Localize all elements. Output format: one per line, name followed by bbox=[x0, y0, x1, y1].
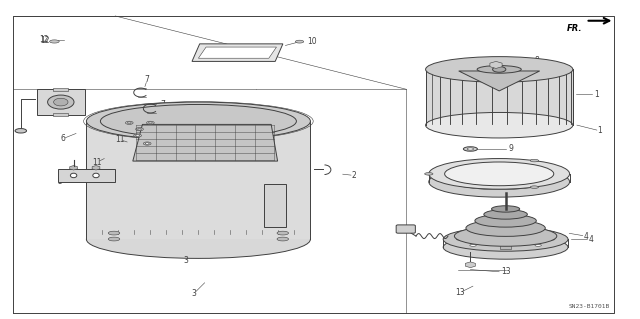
Ellipse shape bbox=[86, 220, 310, 258]
FancyBboxPatch shape bbox=[58, 169, 115, 182]
Ellipse shape bbox=[475, 214, 536, 227]
Ellipse shape bbox=[86, 102, 310, 140]
Text: 8: 8 bbox=[534, 56, 539, 65]
Ellipse shape bbox=[470, 232, 476, 234]
Text: 6: 6 bbox=[60, 134, 65, 143]
Ellipse shape bbox=[470, 244, 476, 246]
Ellipse shape bbox=[136, 135, 140, 137]
Ellipse shape bbox=[277, 231, 289, 235]
Text: FR.: FR. bbox=[567, 24, 582, 33]
Ellipse shape bbox=[502, 247, 509, 249]
FancyBboxPatch shape bbox=[531, 234, 542, 238]
Ellipse shape bbox=[47, 95, 74, 109]
Text: 3: 3 bbox=[183, 256, 188, 265]
Ellipse shape bbox=[295, 40, 304, 43]
Ellipse shape bbox=[125, 121, 133, 124]
Bar bbox=[426, 70, 573, 125]
Text: 12: 12 bbox=[39, 35, 48, 44]
Ellipse shape bbox=[54, 98, 68, 106]
Ellipse shape bbox=[444, 227, 568, 251]
Ellipse shape bbox=[277, 237, 289, 241]
Ellipse shape bbox=[143, 142, 151, 145]
Ellipse shape bbox=[108, 237, 120, 241]
Ellipse shape bbox=[466, 220, 545, 236]
Ellipse shape bbox=[463, 147, 477, 151]
Ellipse shape bbox=[456, 238, 463, 240]
Ellipse shape bbox=[426, 113, 573, 138]
Bar bbox=[37, 89, 85, 115]
FancyBboxPatch shape bbox=[500, 245, 511, 249]
Ellipse shape bbox=[429, 167, 570, 197]
Text: SN23-B1701B: SN23-B1701B bbox=[568, 304, 609, 309]
Bar bbox=[53, 113, 68, 116]
Text: 1: 1 bbox=[597, 126, 602, 135]
Ellipse shape bbox=[148, 122, 152, 124]
Ellipse shape bbox=[492, 206, 520, 212]
Ellipse shape bbox=[50, 40, 60, 43]
Bar bbox=[53, 88, 68, 91]
Ellipse shape bbox=[147, 121, 154, 124]
Text: 4: 4 bbox=[589, 235, 594, 244]
Ellipse shape bbox=[467, 148, 474, 150]
Ellipse shape bbox=[531, 186, 539, 189]
Ellipse shape bbox=[535, 244, 541, 246]
Text: 13: 13 bbox=[454, 288, 465, 297]
FancyBboxPatch shape bbox=[469, 234, 481, 238]
Polygon shape bbox=[459, 71, 540, 91]
Text: 3: 3 bbox=[191, 289, 196, 298]
Text: 2: 2 bbox=[351, 171, 356, 180]
Ellipse shape bbox=[93, 173, 99, 178]
Polygon shape bbox=[198, 47, 276, 58]
Ellipse shape bbox=[426, 56, 573, 82]
Ellipse shape bbox=[484, 210, 527, 219]
Text: 7: 7 bbox=[145, 75, 150, 84]
Ellipse shape bbox=[15, 129, 27, 133]
Text: 9: 9 bbox=[509, 145, 514, 153]
FancyBboxPatch shape bbox=[264, 184, 286, 227]
Ellipse shape bbox=[70, 173, 77, 178]
Ellipse shape bbox=[136, 128, 143, 131]
Polygon shape bbox=[133, 124, 278, 161]
Ellipse shape bbox=[100, 104, 296, 138]
Text: 4: 4 bbox=[583, 232, 588, 241]
FancyBboxPatch shape bbox=[396, 225, 415, 233]
Text: 7: 7 bbox=[161, 100, 166, 109]
Ellipse shape bbox=[454, 226, 557, 246]
Text: 10: 10 bbox=[307, 37, 317, 46]
Polygon shape bbox=[192, 44, 283, 62]
Ellipse shape bbox=[531, 159, 539, 162]
Ellipse shape bbox=[445, 162, 554, 186]
Ellipse shape bbox=[429, 159, 570, 189]
Text: 5: 5 bbox=[57, 177, 62, 186]
Ellipse shape bbox=[425, 173, 433, 175]
Text: 11: 11 bbox=[93, 158, 102, 167]
Text: 12: 12 bbox=[40, 36, 49, 45]
Ellipse shape bbox=[502, 230, 509, 232]
Ellipse shape bbox=[134, 134, 141, 137]
Ellipse shape bbox=[145, 143, 149, 144]
Ellipse shape bbox=[444, 235, 568, 259]
Ellipse shape bbox=[138, 129, 141, 130]
Text: 1: 1 bbox=[594, 90, 598, 99]
Bar bbox=[86, 121, 310, 239]
Text: 13: 13 bbox=[501, 267, 511, 276]
Ellipse shape bbox=[493, 67, 506, 72]
Ellipse shape bbox=[127, 122, 131, 124]
Ellipse shape bbox=[108, 231, 120, 235]
Ellipse shape bbox=[477, 66, 522, 73]
Ellipse shape bbox=[548, 238, 555, 240]
Ellipse shape bbox=[535, 232, 541, 234]
Text: 11: 11 bbox=[116, 135, 125, 144]
